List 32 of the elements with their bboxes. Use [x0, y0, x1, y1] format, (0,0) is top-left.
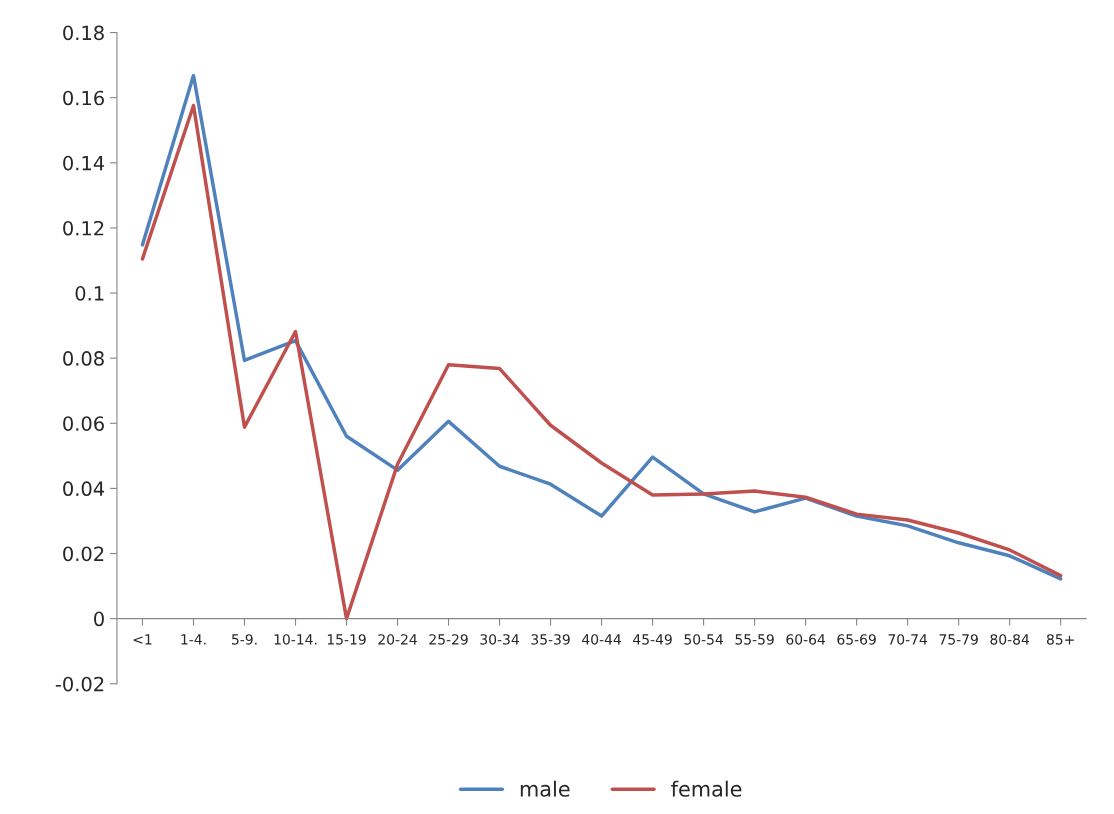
y-tick-label: 0.02 — [63, 546, 104, 562]
x-tick-label: 30-34 — [480, 634, 519, 645]
x-tick-label: 5-9. — [232, 634, 257, 645]
y-tick-label: 0.1 — [75, 286, 104, 301]
x-tick-label: 55-59 — [735, 634, 774, 645]
x-tick-label: 1-4. — [181, 634, 206, 645]
y-tick-label: 0.18 — [63, 25, 104, 41]
y-tick-label: 0 — [94, 611, 104, 627]
x-tick-label: 85+ — [1046, 634, 1074, 645]
x-tick-label: 10-14. — [274, 634, 317, 645]
legend-label: female — [671, 780, 742, 797]
x-tick-label: 40-44 — [582, 634, 621, 645]
y-tick-label: 0.14 — [63, 155, 105, 171]
x-tick-label: 15-19 — [327, 634, 366, 645]
x-tick-label: 25-29 — [429, 634, 468, 645]
x-tick-label: 75-79 — [939, 634, 978, 645]
x-tick-label: <1 — [133, 634, 152, 645]
x-tick-label: 50-54 — [684, 634, 723, 645]
y-tick-label: -0.02 — [55, 676, 104, 692]
y-tick-label: 0.06 — [63, 416, 104, 431]
y-tick-label: 0.12 — [63, 220, 104, 236]
x-tick-label: 20-24 — [378, 634, 417, 645]
x-tick-label: 80-84 — [990, 634, 1030, 645]
x-tick-label: 70-74 — [888, 634, 928, 645]
y-tick-label: 0.16 — [63, 90, 104, 106]
y-tick-label: 0.08 — [63, 351, 104, 366]
y-tick-label: 0.04 — [63, 481, 105, 497]
x-tick-label: 45-49 — [633, 634, 672, 645]
x-tick-label: 35-39 — [531, 634, 570, 645]
legend-label: male — [520, 780, 570, 797]
x-tick-label: 60-64 — [786, 634, 825, 645]
x-tick-label: 65-69 — [837, 634, 876, 645]
